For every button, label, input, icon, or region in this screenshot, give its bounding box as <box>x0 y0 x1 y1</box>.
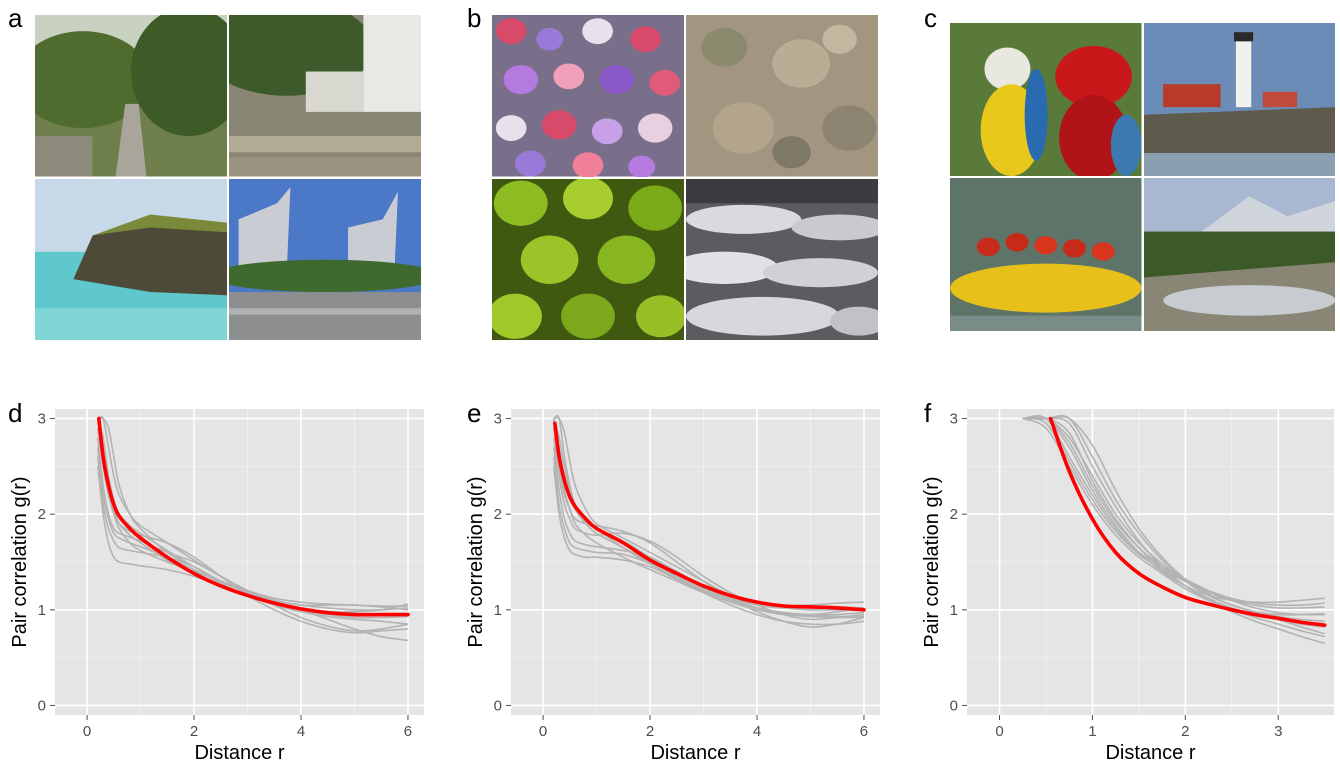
individual-curve-9 <box>96 456 409 642</box>
lighthouse-photo <box>1143 23 1335 176</box>
individual-curve-1 <box>1022 415 1325 604</box>
image-panel-a <box>35 15 421 340</box>
lichen-rock-texture <box>686 15 878 177</box>
panel-label-f: f <box>924 398 932 428</box>
y-tick-label: 1 <box>38 602 46 619</box>
x-tick-label: 2 <box>1181 723 1189 740</box>
y-tick-label: 0 <box>950 697 958 714</box>
individual-curve-6 <box>1022 415 1325 623</box>
image-panel-c <box>950 23 1335 331</box>
succulent-leaves-texture <box>492 178 684 340</box>
y-tick-label: 3 <box>38 411 46 428</box>
individual-curve-9 <box>1022 416 1325 609</box>
chart-panel-f: 0 1 2 3 0 1 2 3 Distance r Pair correlation g(r) <box>912 395 1340 779</box>
y-tick-label: 0 <box>494 697 502 714</box>
coastal-cliff-photo <box>35 178 227 340</box>
panel-label-b: b <box>467 3 482 33</box>
mean-curve <box>1048 416 1327 627</box>
x-tick-label: 2 <box>190 723 198 740</box>
panel-label-a: a <box>8 3 23 33</box>
y-tick-label: 1 <box>950 602 958 619</box>
chart-panel-d: 0 2 4 6 0 1 2 3 Distance r Pair correlation g(r) <box>0 395 430 779</box>
chart-f: 0 1 2 3 0 1 2 3 Distance r Pair correlation g(r) <box>921 409 1334 764</box>
x-axis-title: Distance r <box>1105 742 1195 764</box>
image-panel-b <box>492 15 878 340</box>
individual-curve-7 <box>1022 417 1325 607</box>
x-axis-title: Distance r <box>194 742 284 764</box>
individual-curve-1 <box>96 466 409 625</box>
y-axis-title: Pair correlation g(r) <box>9 476 31 647</box>
panel-label-c: c <box>924 3 937 33</box>
mean-curve <box>97 416 410 617</box>
chart-panel-e: 0 2 4 6 0 1 2 3 Distance r Pair correlation g(r) <box>456 395 886 779</box>
y-tick-label: 3 <box>950 411 958 428</box>
macaws-photo <box>950 23 1142 176</box>
x-axis-title: Distance r <box>650 742 740 764</box>
individual-curve-4 <box>1022 417 1325 645</box>
x-tick-label: 0 <box>539 723 547 740</box>
individual-curve-5 <box>552 428 865 628</box>
individual-curve-3 <box>552 437 865 621</box>
rafting-photo <box>950 178 1142 331</box>
x-tick-label: 6 <box>860 723 868 740</box>
individual-curve-3 <box>1022 417 1325 638</box>
x-tick-label: 0 <box>83 723 91 740</box>
x-tick-label: 0 <box>995 723 1003 740</box>
x-tick-label: 3 <box>1274 723 1282 740</box>
y-tick-label: 1 <box>494 602 502 619</box>
y-tick-label: 2 <box>950 506 958 523</box>
panel-label-d: d <box>8 398 23 428</box>
x-tick-label: 2 <box>646 723 654 740</box>
y-axis-title: Pair correlation g(r) <box>465 476 487 647</box>
garden-path-photo <box>35 15 227 177</box>
chart-e: 0 2 4 6 0 1 2 3 Distance r Pair correlation g(r) <box>465 409 880 764</box>
individual-curve-6 <box>97 415 409 632</box>
y-tick-label: 0 <box>38 697 46 714</box>
chart-d: 0 2 4 6 0 1 2 3 Distance r Pair correlation g(r) <box>9 409 424 764</box>
x-tick-label: 6 <box>404 723 412 740</box>
mountain-stream-photo <box>1143 178 1335 331</box>
ice-floes-texture <box>686 178 878 340</box>
x-tick-label: 1 <box>1088 723 1096 740</box>
tower-buildings-photo <box>229 178 421 340</box>
flower-field-texture <box>492 15 684 177</box>
y-tick-label: 3 <box>494 411 502 428</box>
y-tick-label: 2 <box>38 506 46 523</box>
y-axis-title: Pair correlation g(r) <box>921 476 943 647</box>
x-tick-label: 4 <box>297 723 305 740</box>
panel-label-e: e <box>467 398 482 428</box>
courtyard-steps-photo <box>229 15 421 177</box>
individual-curve-9 <box>552 466 864 618</box>
x-tick-label: 4 <box>753 723 761 740</box>
y-tick-label: 2 <box>494 506 502 523</box>
mean-curve <box>553 421 866 612</box>
